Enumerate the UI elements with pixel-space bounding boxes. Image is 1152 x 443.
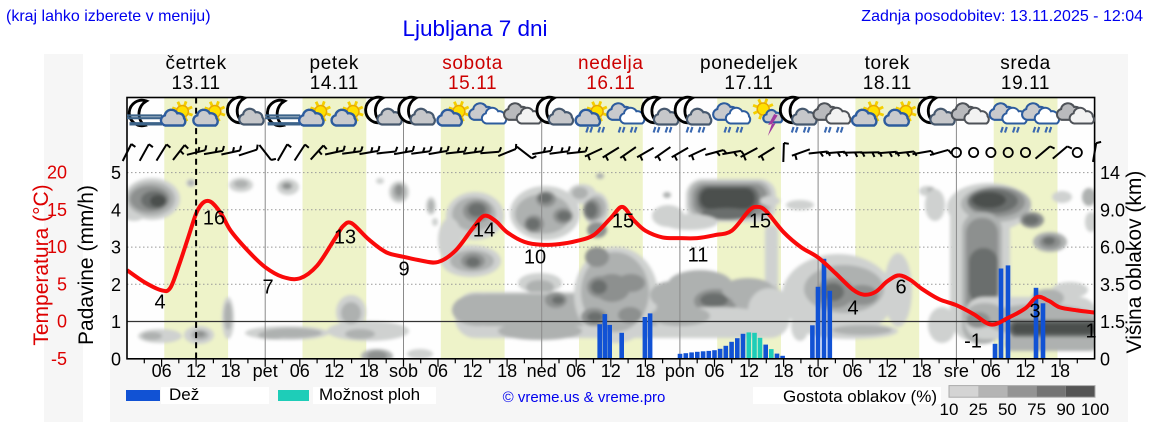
svg-text:14.11: 14.11	[310, 73, 359, 94]
svg-text:1: 1	[111, 312, 121, 332]
svg-text:6.0: 6.0	[1100, 238, 1125, 258]
svg-text:06: 06	[428, 361, 448, 381]
svg-text:Višina oblakov (km): Višina oblakov (km)	[1123, 171, 1146, 354]
svg-text:90: 90	[1056, 400, 1075, 419]
svg-text:7: 7	[262, 277, 273, 299]
svg-text:75: 75	[1027, 400, 1046, 419]
svg-text:10: 10	[47, 237, 67, 257]
svg-text:3: 3	[111, 238, 121, 258]
svg-text:-5: -5	[51, 349, 67, 369]
svg-text:25: 25	[969, 400, 988, 419]
svg-text:15: 15	[749, 211, 771, 233]
svg-text:Padavine (mm/h): Padavine (mm/h)	[75, 185, 98, 345]
svg-text:ned: ned	[527, 361, 557, 381]
svg-text:12: 12	[1015, 361, 1035, 381]
svg-text:12: 12	[739, 361, 759, 381]
svg-text:50: 50	[998, 400, 1017, 419]
svg-text:100: 100	[1081, 400, 1109, 419]
svg-text:06: 06	[704, 361, 724, 381]
svg-text:torek: torek	[865, 53, 910, 74]
svg-text:9: 9	[398, 259, 409, 281]
svg-text:15.11: 15.11	[448, 73, 497, 94]
svg-text:18: 18	[1050, 361, 1070, 381]
svg-text:19.11: 19.11	[1001, 73, 1050, 94]
svg-text:4: 4	[154, 292, 165, 314]
svg-text:Temperatura (°C): Temperatura (°C)	[30, 184, 53, 345]
svg-text:06: 06	[981, 361, 1001, 381]
svg-text:16.11: 16.11	[586, 73, 635, 94]
svg-text:Gostota oblakov (%): Gostota oblakov (%)	[783, 387, 937, 406]
svg-text:10: 10	[524, 247, 546, 269]
svg-text:10: 10	[940, 400, 959, 419]
svg-text:15: 15	[47, 200, 67, 220]
svg-text:11: 11	[688, 245, 709, 267]
svg-text:tor: tor	[808, 361, 829, 381]
svg-text:(kraj lahko izberete v meniju): (kraj lahko izberete v meniju)	[6, 8, 211, 25]
svg-text:1: 1	[1085, 321, 1096, 343]
svg-text:14: 14	[473, 220, 495, 242]
svg-text:5: 5	[57, 274, 67, 294]
svg-text:Ljubljana 7 dni: Ljubljana 7 dni	[402, 16, 547, 41]
svg-text:četrtek: četrtek	[165, 53, 226, 74]
svg-text:sobota: sobota	[442, 53, 503, 74]
svg-text:2: 2	[111, 275, 121, 295]
svg-text:12: 12	[463, 361, 483, 381]
svg-text:12: 12	[186, 361, 206, 381]
svg-text:13.11: 13.11	[172, 73, 221, 94]
svg-text:12: 12	[877, 361, 897, 381]
svg-text:3.5: 3.5	[1100, 275, 1125, 295]
svg-text:18: 18	[497, 361, 517, 381]
svg-text:18.11: 18.11	[863, 73, 912, 94]
svg-text:18: 18	[774, 361, 794, 381]
svg-text:© vreme.us & vreme.pro: © vreme.us & vreme.pro	[503, 389, 666, 406]
svg-text:0: 0	[111, 349, 121, 369]
svg-text:pet: pet	[253, 361, 278, 381]
svg-text:5: 5	[111, 163, 121, 183]
svg-text:-1: -1	[964, 331, 982, 353]
svg-text:ponedeljek: ponedeljek	[700, 53, 798, 74]
svg-text:nedelja: nedelja	[578, 53, 643, 74]
svg-text:18: 18	[359, 361, 379, 381]
svg-text:0: 0	[1100, 349, 1110, 369]
svg-text:18: 18	[635, 361, 655, 381]
svg-text:0: 0	[57, 312, 67, 332]
svg-text:sre: sre	[944, 361, 969, 381]
svg-text:18: 18	[912, 361, 932, 381]
svg-text:20: 20	[47, 163, 67, 183]
svg-text:Dež: Dež	[169, 385, 199, 404]
svg-text:06: 06	[843, 361, 863, 381]
svg-text:4: 4	[847, 298, 858, 320]
svg-text:13: 13	[334, 227, 356, 249]
svg-text:06: 06	[152, 361, 172, 381]
svg-text:4: 4	[111, 200, 121, 220]
svg-text:06: 06	[290, 361, 310, 381]
svg-text:12: 12	[601, 361, 621, 381]
svg-text:sob: sob	[389, 361, 418, 381]
svg-text:Zadnja posodobitev: 13.11.2025: Zadnja posodobitev: 13.11.2025 - 12:04	[861, 8, 1143, 25]
svg-text:16: 16	[203, 208, 225, 230]
svg-text:17.11: 17.11	[724, 73, 773, 94]
svg-text:15: 15	[612, 211, 634, 233]
svg-text:pon: pon	[665, 361, 695, 381]
svg-text:18: 18	[221, 361, 241, 381]
svg-text:06: 06	[566, 361, 586, 381]
svg-text:6: 6	[895, 277, 906, 299]
svg-text:3: 3	[1029, 301, 1040, 323]
svg-text:12: 12	[324, 361, 344, 381]
svg-text:1.5: 1.5	[1100, 312, 1125, 332]
svg-text:Možnost ploh: Možnost ploh	[319, 385, 420, 404]
svg-text:9.0: 9.0	[1100, 200, 1125, 220]
svg-text:14: 14	[1100, 163, 1120, 183]
svg-text:sreda: sreda	[1000, 53, 1051, 74]
svg-text:petek: petek	[310, 53, 359, 74]
